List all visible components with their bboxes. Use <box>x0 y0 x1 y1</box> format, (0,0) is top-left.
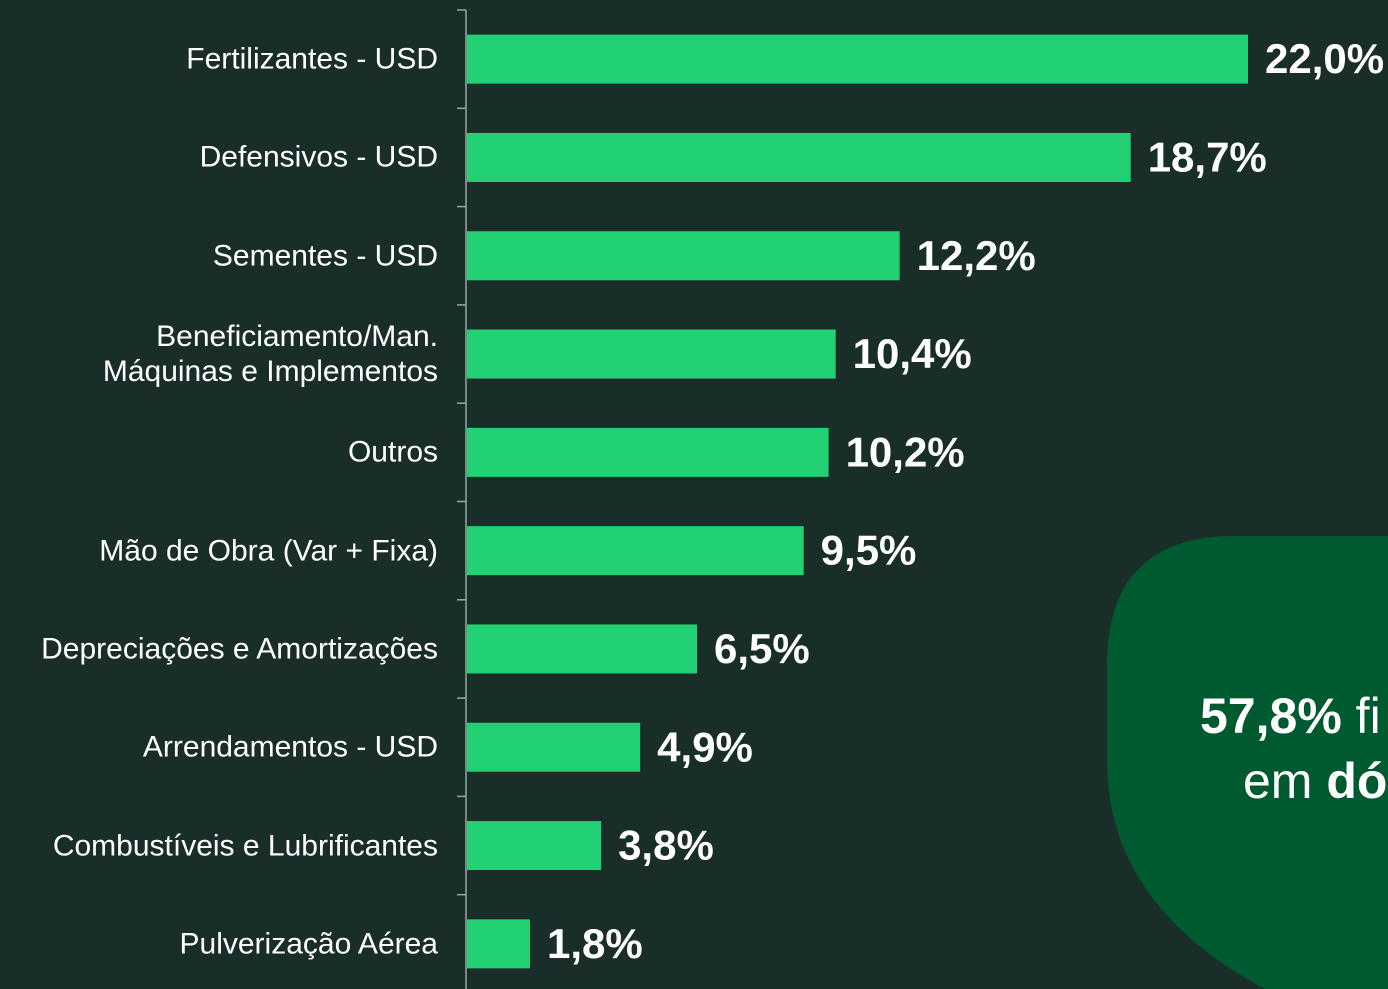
value-label: 6,5% <box>714 625 810 672</box>
bar <box>467 821 602 871</box>
annotation-text: fi <box>1342 688 1381 744</box>
value-label: 22,0% <box>1265 35 1384 82</box>
bar <box>467 34 1248 84</box>
bar <box>467 427 829 477</box>
category-label: Defensivos - USD <box>199 140 438 174</box>
value-label: 10,4% <box>853 330 972 377</box>
value-label: 1,8% <box>547 920 643 967</box>
bar <box>467 722 641 772</box>
annotation-bold: dó <box>1326 753 1387 809</box>
bar <box>467 132 1131 182</box>
bar <box>467 624 698 674</box>
category-label: Combustíveis e Lubrificantes <box>52 829 438 863</box>
value-label: 10,2% <box>846 428 965 475</box>
annotation-line: 57,8% fi <box>1200 688 1381 744</box>
annotation-line: em dó <box>1243 753 1387 809</box>
highlight-shape <box>1107 536 1388 989</box>
bar <box>467 919 530 969</box>
bar <box>467 329 836 379</box>
category-label: Pulverização Aérea <box>179 927 439 961</box>
category-label: Depreciações e Amortizações <box>41 632 438 666</box>
category-label: Sementes - USD <box>212 239 438 273</box>
category-label: Outros <box>347 435 438 469</box>
value-label: 9,5% <box>821 527 917 574</box>
value-label: 3,8% <box>618 822 714 869</box>
category-label: Fertilizantes - USD <box>186 42 438 76</box>
annotation-text: em <box>1243 753 1326 809</box>
bar <box>467 231 900 281</box>
value-label: 12,2% <box>917 232 1036 279</box>
category-label: Mão de Obra (Var + Fixa) <box>99 534 438 568</box>
value-label: 18,7% <box>1148 134 1267 181</box>
annotation-bold: 57,8% <box>1200 688 1342 744</box>
category-label: Beneficiamento/Man. Máquinas e Implement… <box>102 320 438 389</box>
category-label: Arrendamentos - USD <box>142 730 438 764</box>
value-label: 4,9% <box>657 723 753 770</box>
bar <box>467 526 804 576</box>
